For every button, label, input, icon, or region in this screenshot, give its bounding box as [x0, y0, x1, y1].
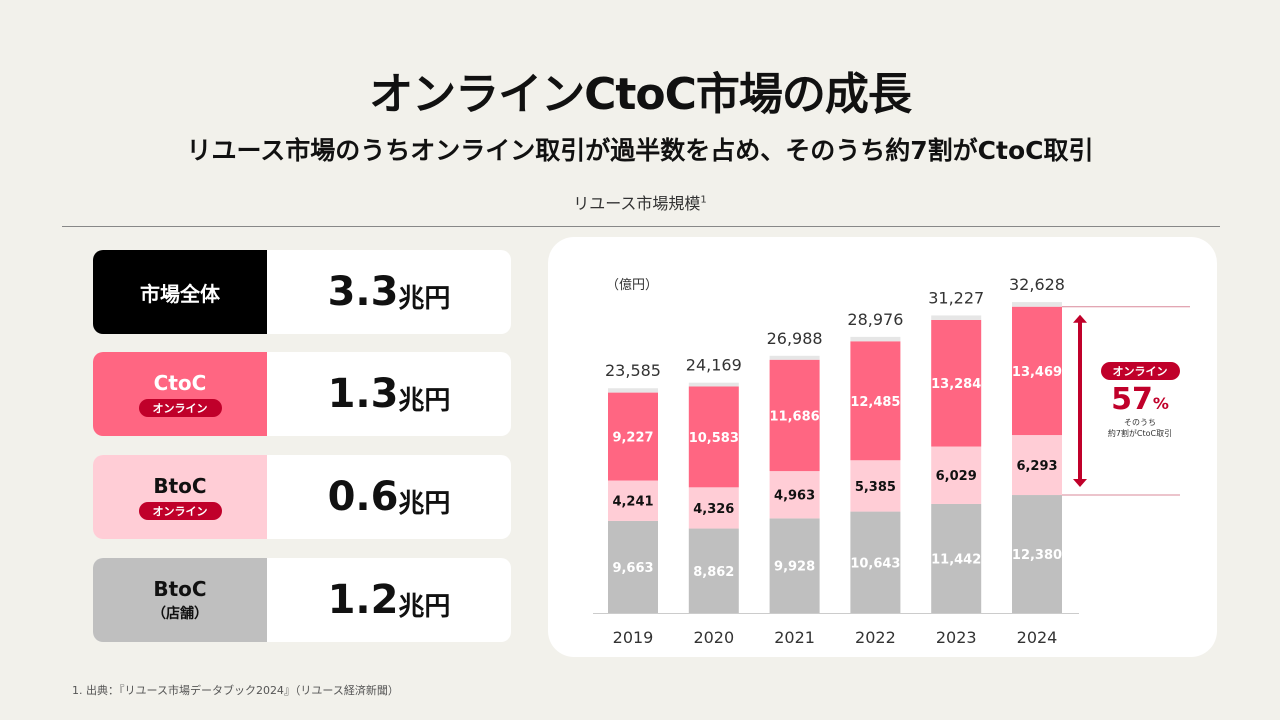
bar-value-label: 4,241 — [612, 495, 653, 510]
online-badge: オンライン — [138, 399, 222, 417]
arrow-down-icon — [1073, 479, 1087, 488]
summary-label-box: 市場全体 — [93, 250, 267, 334]
caption-footnote-ref: 1 — [700, 194, 707, 206]
summary-label: 市場全体 — [140, 281, 220, 306]
value-unit: 兆円 — [398, 591, 451, 622]
bar-segment — [688, 382, 739, 387]
value-unit: 兆円 — [398, 283, 451, 314]
bar-segment — [931, 503, 982, 613]
bar-segment — [850, 341, 901, 461]
bar-total-label: 28,976 — [847, 310, 903, 329]
value-unit: 兆円 — [398, 488, 451, 519]
bar-value-label: 11,686 — [770, 409, 820, 424]
x-tick-label: 2021 — [774, 628, 815, 647]
bar-value-label: 6,029 — [936, 469, 977, 484]
value-unit: 兆円 — [398, 385, 451, 416]
bar-segment — [608, 388, 658, 393]
bar-segment — [1012, 495, 1062, 613]
online-share-annotation: オンライン 57% そのうち 約7割がCtoC取引 — [1090, 360, 1190, 439]
summary-label: BtoC — [153, 577, 207, 601]
bar-segment — [688, 528, 739, 613]
summary-label-box: CtoC オンライン — [93, 352, 267, 436]
x-tick-label: 2023 — [936, 628, 977, 647]
bar-segment — [688, 386, 739, 488]
caption-text: リユース市場規模 — [573, 194, 701, 213]
x-tick-label: 2019 — [613, 628, 654, 647]
bar-value-label: 10,583 — [689, 431, 739, 446]
bar-segment — [931, 315, 982, 320]
x-tick-label: 2024 — [1017, 628, 1058, 647]
bar-value-label: 5,385 — [855, 480, 896, 495]
bar-segment — [769, 355, 820, 360]
bar-value-label: 13,469 — [1012, 365, 1062, 380]
bar-value-label: 10,643 — [850, 556, 900, 571]
bar-segment — [1012, 306, 1062, 436]
bar-value-label: 8,862 — [693, 565, 734, 580]
summary-label: CtoC — [153, 371, 207, 395]
bar-segment — [688, 487, 739, 529]
summary-label: BtoC — [153, 474, 207, 498]
divider — [62, 226, 1220, 227]
arrow-up-icon — [1073, 314, 1087, 323]
summary-value: 1.3 兆円 — [267, 352, 511, 436]
footnote: 1. 出典：『リユース市場データブック2024』（リユース経済新聞） — [72, 684, 399, 697]
bar-value-label: 12,380 — [1012, 548, 1062, 563]
bar-total-label: 23,585 — [605, 361, 661, 380]
online-pill: オンライン — [1100, 362, 1180, 380]
bar-value-label: 11,442 — [931, 552, 981, 567]
share-note-2: 約7割がCtoC取引 — [1107, 429, 1173, 438]
bar-segment — [850, 336, 901, 342]
bar-segment — [1012, 302, 1062, 307]
page-subtitle: リユース市場のうちオンライン取引が過半数を占め、そのうち約7割がCtoC取引 — [186, 136, 1094, 165]
summary-value: 3.3 兆円 — [267, 250, 511, 334]
summary-value: 0.6 兆円 — [267, 455, 511, 539]
value-number: 1.2 — [327, 577, 399, 623]
value-number: 3.3 — [327, 269, 399, 315]
bar-value-label: 12,485 — [850, 395, 900, 410]
bar-segment — [769, 471, 820, 519]
summary-row: CtoC オンライン 1.3 兆円 — [93, 352, 511, 436]
bar-value-label: 9,928 — [774, 560, 815, 575]
online-share-value: 57% — [1090, 382, 1190, 417]
bar-value-label: 4,326 — [693, 502, 734, 517]
share-number: 57 — [1111, 382, 1153, 417]
summary-value: 1.2 兆円 — [267, 558, 511, 642]
bar-value-label: 6,293 — [1016, 459, 1057, 474]
bar-total-label: 24,169 — [686, 356, 742, 375]
share-note-1: そのうち — [1124, 418, 1156, 427]
bar-value-label: 9,227 — [612, 431, 653, 446]
page-title: オンラインCtoC市場の成長 — [369, 69, 912, 120]
bar-segment — [769, 518, 820, 613]
bar-value-label: 13,284 — [931, 377, 981, 392]
summary-row: BtoC （店舗） 1.2 兆円 — [93, 558, 511, 642]
bar-total-label: 26,988 — [767, 329, 823, 348]
bar-segment — [931, 446, 982, 504]
bar-segment — [608, 520, 658, 613]
bar-segment — [1012, 435, 1062, 496]
summary-label-box: BtoC （店舗） — [93, 558, 267, 642]
bar-total-label: 32,628 — [1009, 275, 1065, 294]
bar-value-label: 9,663 — [612, 561, 653, 576]
value-number: 0.6 — [327, 474, 399, 520]
bar-segment — [608, 480, 658, 521]
bar-segment — [931, 319, 982, 447]
share-unit: % — [1152, 394, 1169, 413]
bar-segment — [850, 511, 901, 613]
bar-total-label: 31,227 — [928, 288, 984, 307]
bar-segment — [769, 359, 820, 472]
bar-segment — [850, 460, 901, 512]
summary-sublabel: （店舗） — [152, 606, 208, 622]
y-unit-label: （億円） — [606, 277, 658, 293]
x-tick-label: 2020 — [693, 628, 734, 647]
bar-value-label: 4,963 — [774, 489, 815, 504]
x-tick-label: 2022 — [855, 628, 896, 647]
summary-row: 市場全体 3.3 兆円 — [93, 250, 511, 334]
online-badge: オンライン — [138, 502, 222, 520]
chart-caption: リユース市場規模1 — [0, 190, 1280, 214]
value-number: 1.3 — [327, 371, 399, 417]
summary-row: BtoC オンライン 0.6 兆円 — [93, 455, 511, 539]
bar-segment — [608, 392, 658, 481]
summary-label-box: BtoC オンライン — [93, 455, 267, 539]
